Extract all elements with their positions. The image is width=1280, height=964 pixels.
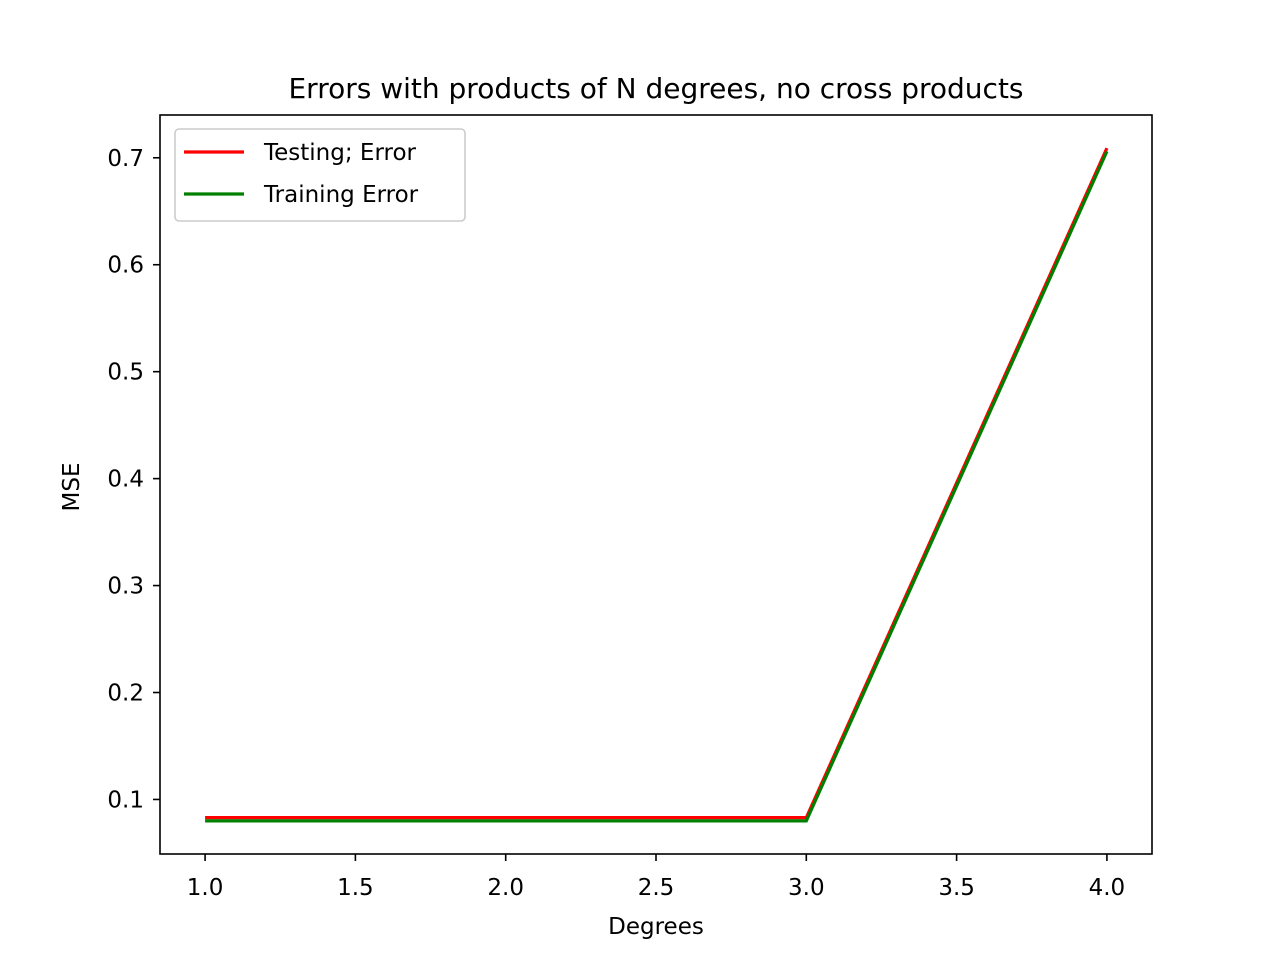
x-axis-ticks: 1.0 1.5 2.0 2.5 3.0 3.5 4.0 — [187, 854, 1125, 901]
series-group — [205, 147, 1109, 823]
x-tick-label: 2.0 — [487, 875, 524, 901]
legend: Testing; Error Training Error — [174, 128, 466, 222]
chart-title: Errors with products of N degrees, no cr… — [288, 72, 1023, 105]
y-tick-label: 0.4 — [107, 467, 144, 493]
y-tick-label: 0.1 — [107, 787, 144, 813]
y-axis-ticks: 0.1 0.2 0.3 0.4 0.5 0.6 0.7 — [107, 146, 160, 813]
y-tick-label: 0.2 — [107, 681, 144, 707]
x-tick-label: 4.0 — [1089, 875, 1126, 901]
x-tick-label: 2.5 — [638, 875, 675, 901]
axes-frame — [159, 114, 1153, 855]
x-tick-label: 3.5 — [938, 875, 975, 901]
x-tick-label: 1.0 — [187, 875, 224, 901]
legend-box — [174, 128, 466, 222]
legend-label-training: Training Error — [263, 182, 419, 208]
y-tick-label: 0.3 — [107, 574, 144, 600]
y-axis-label: MSE — [59, 463, 85, 512]
series-line-training-error — [205, 150, 1109, 823]
y-tick-label: 0.6 — [107, 253, 144, 279]
x-tick-label: 1.5 — [337, 875, 374, 901]
x-tick-label: 3.0 — [788, 875, 825, 901]
y-tick-label: 0.7 — [107, 146, 144, 172]
y-tick-label: 0.5 — [107, 360, 144, 386]
legend-label-testing: Testing; Error — [263, 140, 417, 166]
x-axis-label: Degrees — [608, 914, 704, 940]
